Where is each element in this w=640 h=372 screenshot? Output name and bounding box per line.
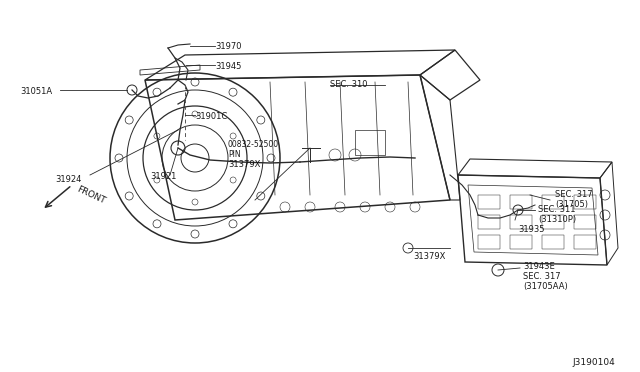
Text: (31705): (31705) [555,200,588,209]
Text: SEC. 317: SEC. 317 [555,190,593,199]
Bar [574,195,596,209]
Bar [542,235,564,249]
Bar [510,235,532,249]
Text: 31924: 31924 [55,175,81,184]
Text: SEC. 317: SEC. 317 [523,272,561,281]
Text: FRONT: FRONT [75,185,106,206]
Bar [510,195,532,209]
Text: (31705AA): (31705AA) [523,282,568,291]
Text: (31310P): (31310P) [538,215,576,224]
Text: 31970: 31970 [215,42,241,51]
Text: PIN: PIN [228,150,241,159]
Text: 00832-52500: 00832-52500 [228,140,279,149]
Text: 31379X: 31379X [413,252,445,261]
Bar [355,130,385,155]
Text: 31935: 31935 [518,225,545,234]
Text: 31921: 31921 [150,172,177,181]
Text: 31379X: 31379X [228,160,260,169]
Text: SEC. 311: SEC. 311 [538,205,575,214]
Text: 31945: 31945 [215,62,241,71]
Bar [478,235,500,249]
Bar [478,195,500,209]
Bar [478,215,500,229]
Text: 31051A: 31051A [20,87,52,96]
Bar [542,215,564,229]
Bar [574,235,596,249]
Bar [510,215,532,229]
Text: 31901C: 31901C [195,112,227,121]
Text: SEC. 310: SEC. 310 [330,80,367,89]
Text: 31943E: 31943E [523,262,555,271]
Bar [542,195,564,209]
Bar [574,215,596,229]
Text: J3190104: J3190104 [572,358,615,367]
